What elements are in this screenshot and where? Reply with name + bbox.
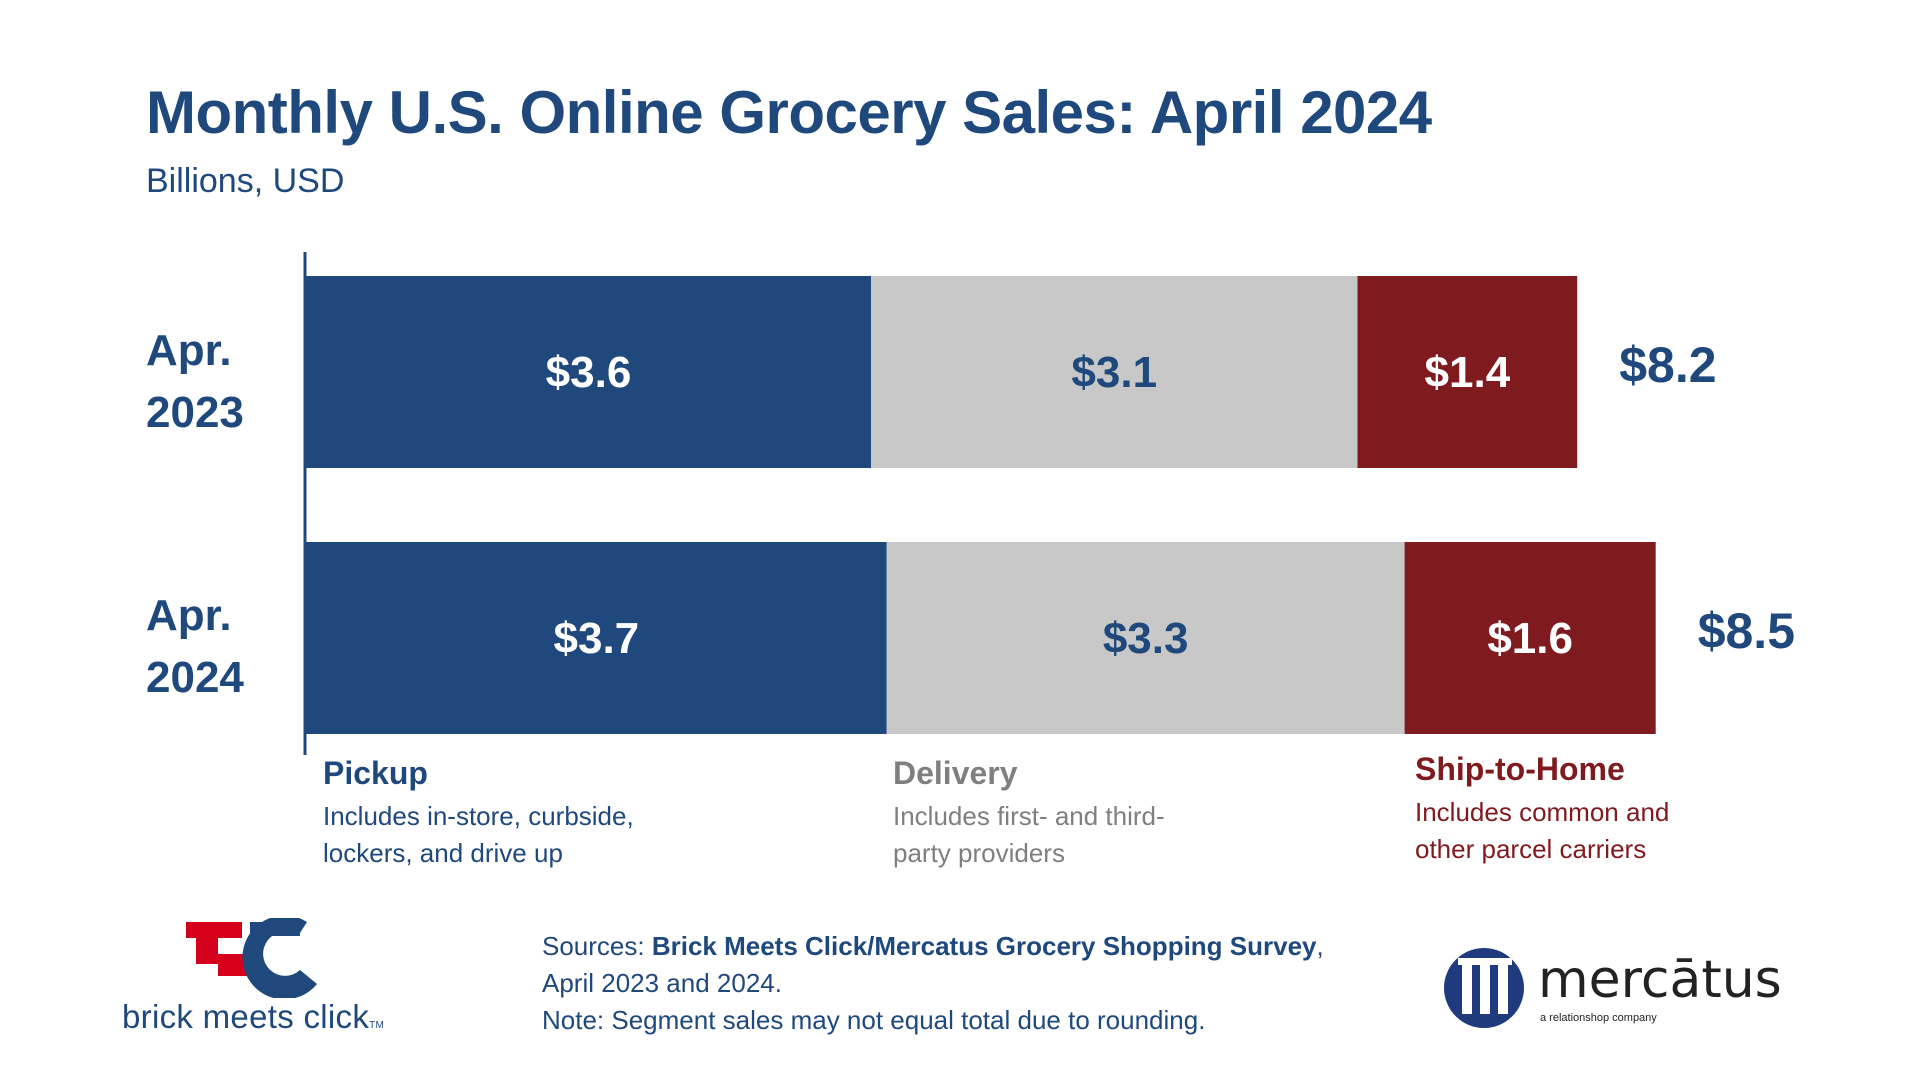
data-label-pickup-0: $3.6 bbox=[546, 348, 632, 397]
legend-desc-delivery: Includes first- and third-party provider… bbox=[893, 801, 1165, 868]
legend-title-pickup: Pickup bbox=[323, 755, 428, 791]
sources-line2: April 2023 and 2024. bbox=[542, 968, 782, 998]
category-label-line2: 2024 bbox=[146, 653, 244, 702]
legend-title-delivery: Delivery bbox=[893, 755, 1018, 791]
legend-desc-ship-to-home: Includes common and other parcel carrier… bbox=[1415, 797, 1670, 864]
bmc-trademark: TM bbox=[369, 1020, 385, 1031]
bmc-wordmark-text: brick meets click bbox=[122, 998, 370, 1035]
mercatus-logo-mark bbox=[1444, 948, 1524, 1028]
category-label-line2: 2023 bbox=[146, 388, 244, 437]
total-label-0: $8.2 bbox=[1619, 337, 1716, 393]
data-label-ship-to-home-1: $1.6 bbox=[1487, 614, 1573, 663]
sources-note: Sources: Brick Meets Click/Mercatus Groc… bbox=[542, 928, 1362, 1039]
data-label-delivery-1: $3.3 bbox=[1103, 614, 1189, 663]
mercatus-logo: mercātus a relationshop company bbox=[1440, 944, 1810, 1044]
sources-line1: Sources: Brick Meets Click/Mercatus Groc… bbox=[542, 928, 1362, 965]
data-label-pickup-1: $3.7 bbox=[554, 614, 640, 663]
category-label-2024: Apr. 2024 bbox=[146, 585, 306, 709]
sources-line3: Note: Segment sales may not equal total … bbox=[542, 1005, 1206, 1035]
chart-title: Monthly U.S. Online Grocery Sales: April… bbox=[146, 79, 1432, 146]
mercatus-tagline: a relationshop company bbox=[1540, 1012, 1657, 1024]
stacked-bars: $3.6 $3.1 $1.4 $8.2 $3.7 $3.3 $1.6 $8.5 bbox=[306, 276, 1795, 734]
bar-pickup-0 bbox=[306, 276, 871, 468]
bar-delivery-0 bbox=[870, 276, 1358, 468]
sources-survey-name: Brick Meets Click/Mercatus Grocery Shopp… bbox=[651, 931, 1317, 961]
sources-prefix: Sources: bbox=[542, 931, 652, 961]
chart-subtitle: Billions, USD bbox=[146, 162, 345, 200]
data-label-ship-to-home-0: $1.4 bbox=[1425, 348, 1511, 397]
legend-desc-pickup: Includes in-store, curbside, lockers, an… bbox=[323, 801, 634, 868]
bmc-logo-mark bbox=[186, 918, 317, 998]
mercatus-wordmark: mercātus bbox=[1538, 950, 1782, 1010]
total-label-1: $8.5 bbox=[1698, 603, 1795, 659]
category-label-line1: Apr. bbox=[146, 591, 232, 640]
brick-meets-click-logo: brick meets clickTM bbox=[122, 918, 442, 1038]
category-label-line1: Apr. bbox=[146, 326, 232, 375]
bar-ship-to-home-1 bbox=[1404, 542, 1656, 734]
bar-delivery-1 bbox=[886, 542, 1405, 734]
data-label-delivery-0: $3.1 bbox=[1071, 348, 1157, 397]
bar-ship-to-home-0 bbox=[1357, 276, 1578, 468]
sources-suffix: , bbox=[1316, 931, 1324, 961]
legend-title-ship-to-home: Ship-to-Home bbox=[1415, 751, 1625, 787]
category-label-2023: Apr. 2023 bbox=[146, 320, 306, 444]
bmc-wordmark: brick meets clickTM bbox=[122, 998, 384, 1036]
bar-pickup-1 bbox=[306, 542, 887, 734]
